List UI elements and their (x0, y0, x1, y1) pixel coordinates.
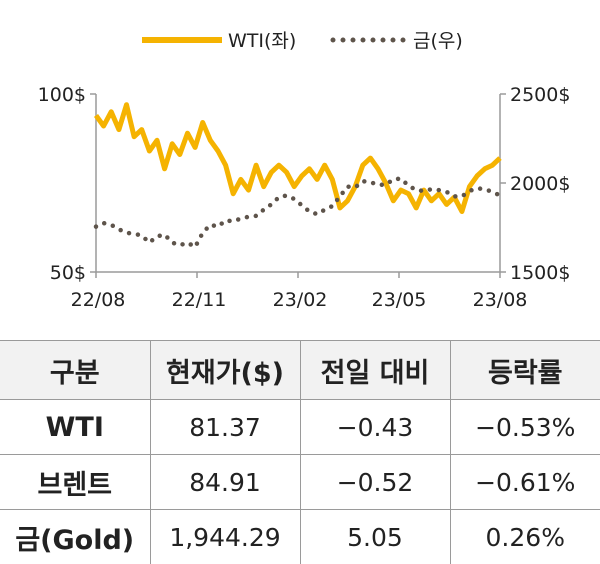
chart: WTI(좌) 금(우) 100$ 50$ 2500$ 2000$ 1500$ 2… (0, 0, 600, 340)
header-current-price: 현재가($) (150, 341, 300, 400)
right-tick-label: 1500$ (510, 262, 570, 284)
table-row: 금(Gold) 1,944.29 5.05 0.26% (0, 510, 600, 564)
x-tick-label: 23/05 (372, 289, 427, 311)
right-tick-label: 2000$ (510, 173, 570, 195)
cell-change-rate: −0.61% (450, 455, 600, 510)
row-name: 브렌트 (0, 455, 150, 510)
cell-current-price: 1,944.29 (150, 510, 300, 564)
legend-wti-label: WTI(좌) (228, 30, 296, 52)
gold-series-line (96, 179, 500, 248)
cell-current-price: 84.91 (150, 455, 300, 510)
table-header-row: 구분 현재가($) 전일 대비 등락률 (0, 341, 600, 400)
table-row: WTI 81.37 −0.43 −0.53% (0, 400, 600, 455)
x-tick-label: 22/08 (71, 289, 126, 311)
wti-series-line (96, 105, 500, 212)
table-row: 브렌트 84.91 −0.52 −0.61% (0, 455, 600, 510)
cell-change-rate: −0.53% (450, 400, 600, 455)
cell-daily-change: 5.05 (300, 510, 450, 564)
header-change-rate: 등락률 (450, 341, 600, 400)
cell-change-rate: 0.26% (450, 510, 600, 564)
price-table: 구분 현재가($) 전일 대비 등락률 WTI 81.37 −0.43 −0.5… (0, 340, 600, 564)
right-tick-label: 2500$ (510, 84, 570, 106)
x-tick-label: 23/08 (473, 289, 528, 311)
legend: WTI(좌) 금(우) (142, 30, 463, 52)
plot-area (96, 105, 500, 248)
row-name: WTI (0, 400, 150, 455)
cell-current-price: 81.37 (150, 400, 300, 455)
row-name: 금(Gold) (0, 510, 150, 564)
x-tick-label: 22/11 (172, 289, 227, 311)
header-category: 구분 (0, 341, 150, 400)
left-tick-label: 100$ (38, 84, 86, 106)
cell-daily-change: −0.52 (300, 455, 450, 510)
left-tick-label: 50$ (50, 262, 86, 284)
x-tick-label: 23/02 (273, 289, 328, 311)
cell-daily-change: −0.43 (300, 400, 450, 455)
header-daily-change: 전일 대비 (300, 341, 450, 400)
legend-gold-label: 금(우) (413, 30, 463, 52)
